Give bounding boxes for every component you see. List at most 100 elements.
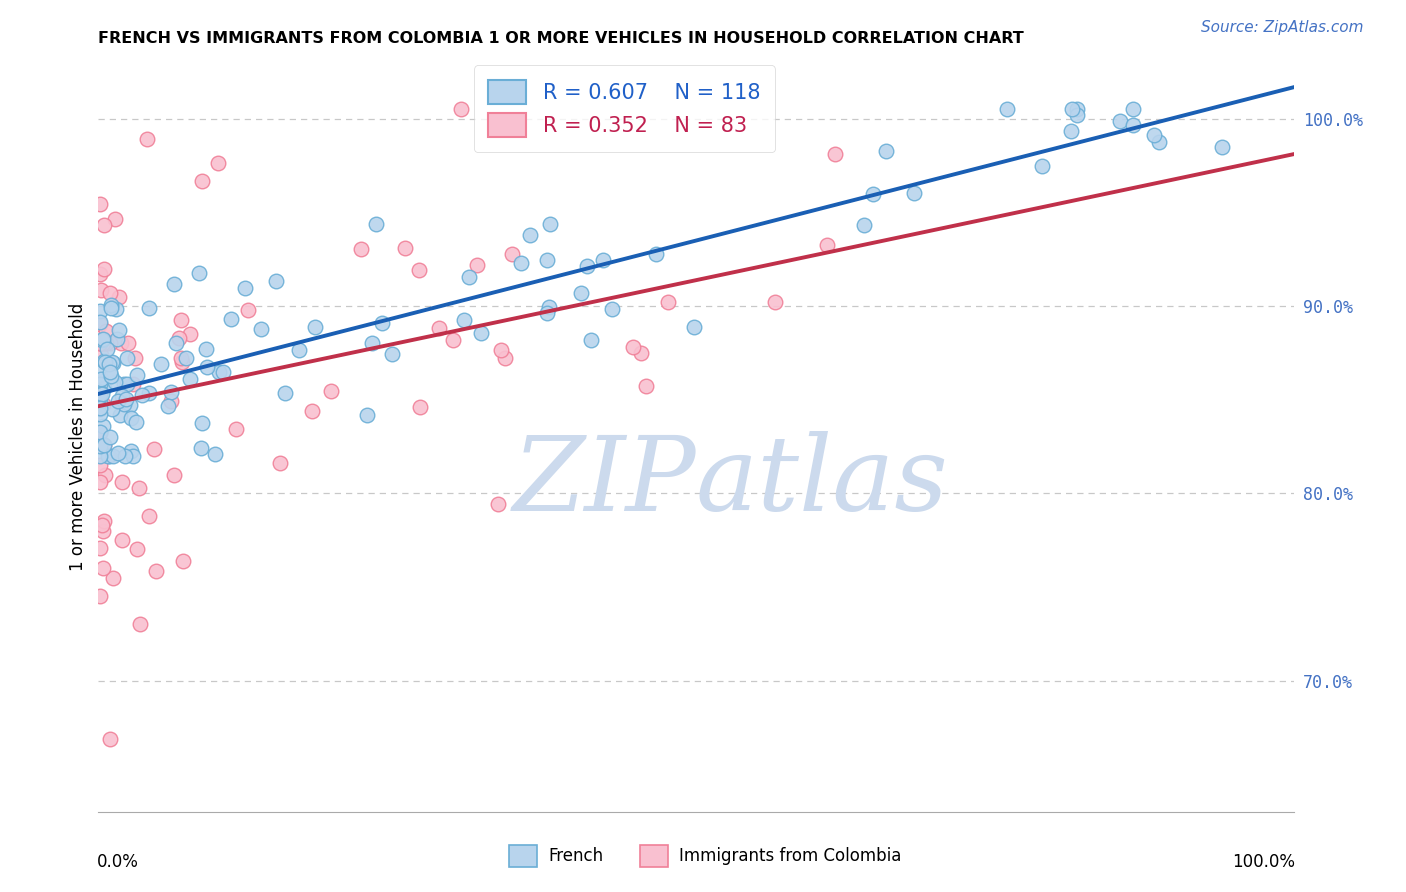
Point bbox=[170, 355, 193, 369]
Point bbox=[852, 218, 875, 232]
Point bbox=[91, 332, 114, 346]
Point bbox=[903, 186, 925, 200]
Point bbox=[100, 301, 122, 315]
Point bbox=[207, 156, 229, 170]
Point bbox=[179, 372, 201, 386]
Text: 100.0%: 100.0% bbox=[1232, 853, 1295, 871]
Point bbox=[1109, 114, 1132, 128]
Point bbox=[93, 261, 115, 276]
Point bbox=[450, 103, 472, 117]
Point bbox=[501, 246, 523, 260]
Point bbox=[124, 351, 146, 365]
Point bbox=[274, 385, 297, 400]
Point bbox=[600, 302, 623, 317]
Point bbox=[1122, 103, 1144, 117]
Point bbox=[160, 393, 183, 408]
Point bbox=[93, 354, 115, 368]
Point bbox=[93, 514, 115, 528]
Point bbox=[538, 217, 561, 231]
Legend: R = 0.607    N = 118, R = 0.352    N = 83: R = 0.607 N = 118, R = 0.352 N = 83 bbox=[474, 65, 775, 152]
Point bbox=[89, 389, 111, 403]
Point bbox=[91, 419, 114, 434]
Point bbox=[1122, 118, 1144, 132]
Point bbox=[862, 186, 884, 201]
Text: Source: ZipAtlas.com: Source: ZipAtlas.com bbox=[1201, 20, 1364, 35]
Point bbox=[93, 336, 115, 351]
Point bbox=[89, 267, 111, 281]
Point bbox=[90, 371, 112, 385]
Point bbox=[136, 132, 159, 146]
Point bbox=[1060, 103, 1083, 117]
Point bbox=[107, 290, 129, 304]
Point bbox=[97, 449, 120, 463]
Point bbox=[150, 357, 173, 371]
Point bbox=[174, 351, 197, 366]
Point bbox=[98, 430, 121, 444]
Point bbox=[536, 253, 558, 268]
Point bbox=[98, 449, 121, 463]
Text: French: French bbox=[548, 847, 603, 865]
Point bbox=[91, 561, 114, 575]
Point bbox=[371, 316, 394, 330]
Bar bbox=[640, 845, 668, 867]
Point bbox=[815, 238, 838, 252]
Point bbox=[319, 384, 342, 399]
Point bbox=[304, 320, 326, 334]
Point bbox=[101, 401, 124, 416]
Point bbox=[621, 340, 644, 354]
Point bbox=[179, 327, 201, 342]
Point bbox=[103, 571, 125, 585]
Point bbox=[287, 343, 309, 357]
Y-axis label: 1 or more Vehicles in Household: 1 or more Vehicles in Household bbox=[69, 303, 87, 571]
Point bbox=[107, 394, 129, 409]
Point bbox=[98, 286, 121, 301]
Point bbox=[350, 242, 373, 256]
Point bbox=[301, 404, 323, 418]
Point bbox=[89, 387, 111, 401]
Point bbox=[89, 197, 111, 211]
Bar bbox=[509, 845, 537, 867]
Point bbox=[104, 211, 127, 226]
Point bbox=[89, 425, 111, 439]
Point bbox=[127, 542, 149, 557]
Point bbox=[89, 401, 111, 415]
Point bbox=[91, 524, 114, 538]
Point bbox=[361, 336, 384, 351]
Point bbox=[117, 336, 139, 351]
Point bbox=[194, 342, 217, 356]
Point bbox=[995, 103, 1018, 117]
Point bbox=[129, 617, 152, 632]
Point bbox=[114, 449, 136, 463]
Point bbox=[89, 336, 111, 351]
Point bbox=[90, 336, 112, 351]
Point bbox=[89, 389, 111, 403]
Point bbox=[110, 336, 132, 351]
Point bbox=[100, 368, 122, 383]
Point bbox=[824, 147, 846, 161]
Point bbox=[89, 590, 111, 604]
Point bbox=[233, 281, 256, 295]
Point bbox=[94, 355, 117, 369]
Point bbox=[1066, 103, 1088, 117]
Point bbox=[94, 467, 117, 482]
Point bbox=[1060, 124, 1083, 138]
Point bbox=[264, 274, 287, 288]
Point bbox=[89, 401, 111, 416]
Text: atlas: atlas bbox=[696, 432, 949, 533]
Point bbox=[89, 377, 111, 392]
Point bbox=[165, 335, 187, 350]
Point bbox=[409, 401, 432, 415]
Point bbox=[269, 456, 291, 470]
Point bbox=[509, 256, 531, 270]
Point bbox=[457, 270, 479, 285]
Point bbox=[170, 351, 193, 365]
Point bbox=[145, 564, 167, 578]
Point bbox=[89, 364, 111, 378]
Point bbox=[131, 387, 153, 401]
Point bbox=[93, 380, 115, 394]
Point bbox=[188, 266, 211, 280]
Point bbox=[98, 336, 121, 351]
Point bbox=[121, 449, 143, 463]
Point bbox=[117, 376, 139, 391]
Point bbox=[394, 241, 416, 255]
